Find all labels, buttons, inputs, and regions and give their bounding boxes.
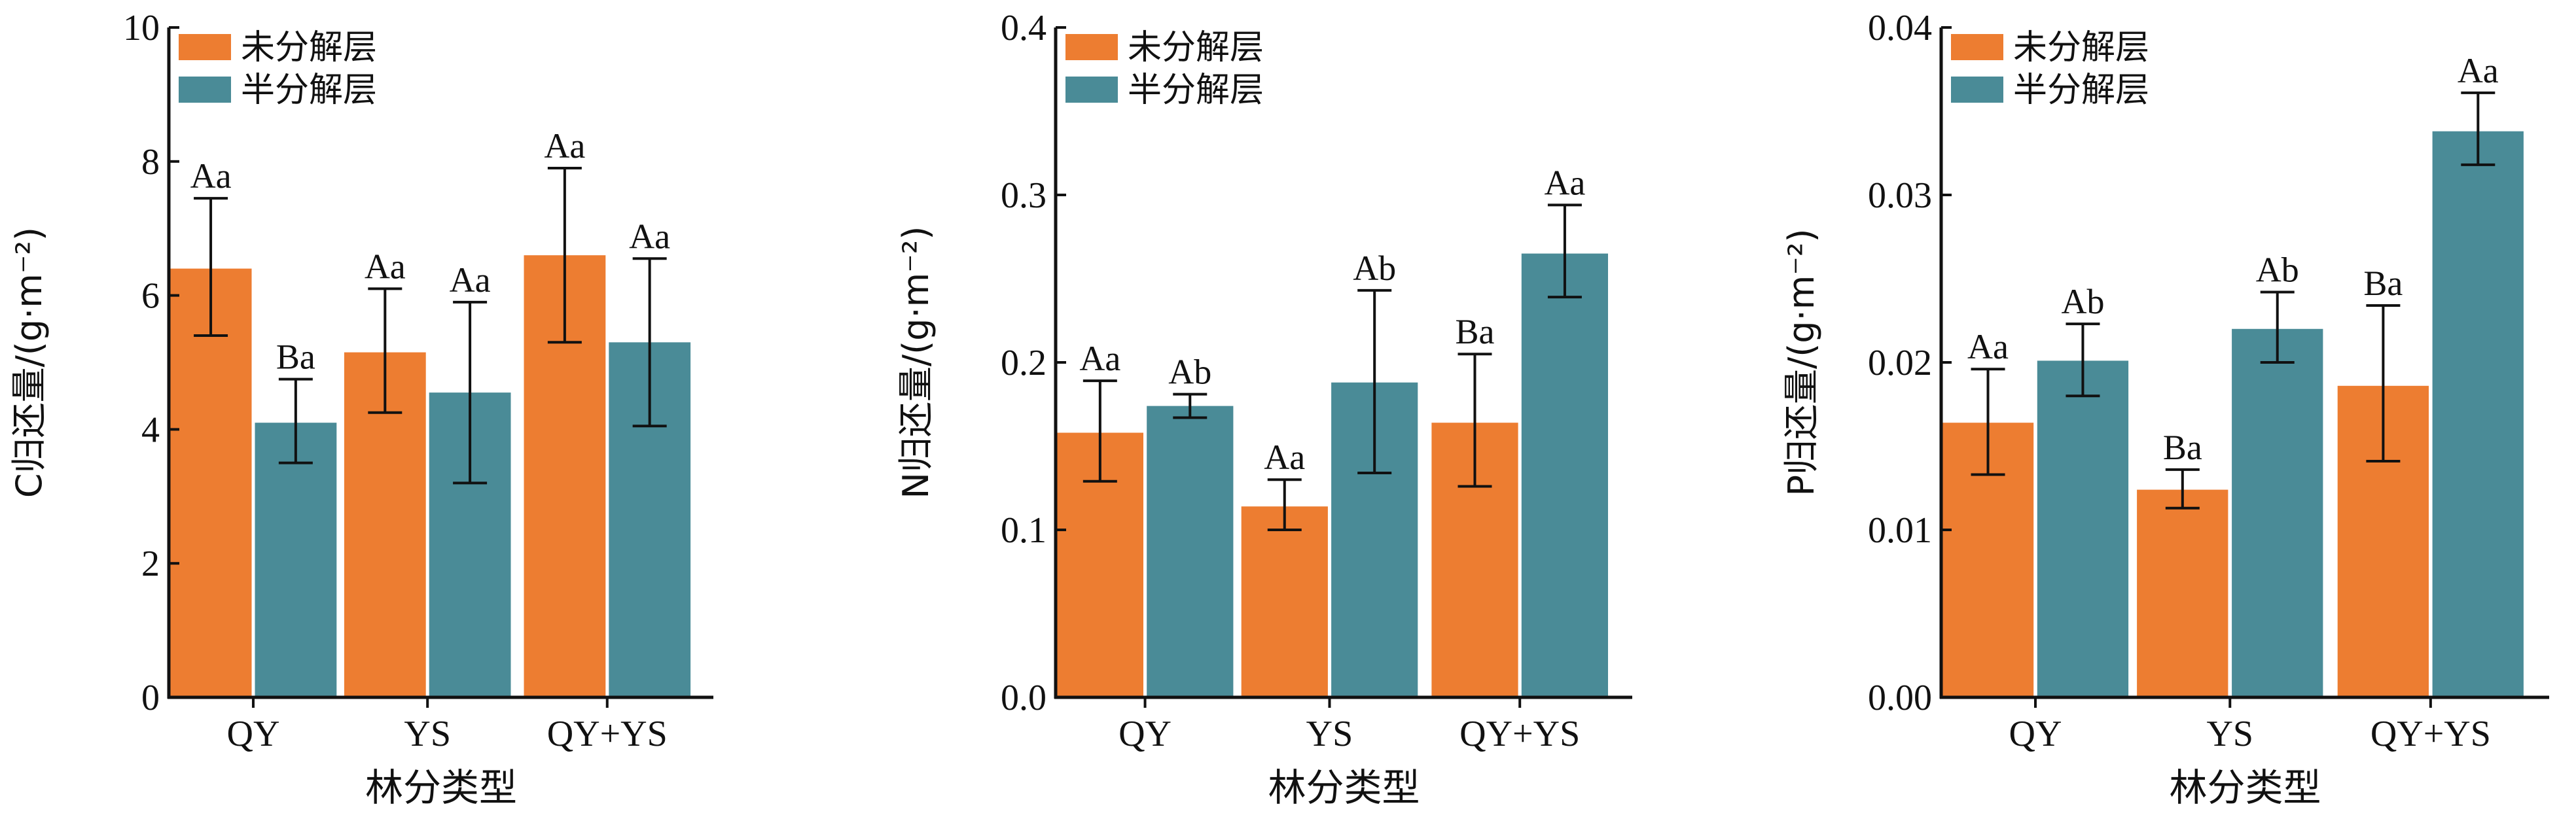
bar-semi-decomposed-QY (1147, 406, 1234, 697)
bar-undecomposed-QY (170, 268, 252, 698)
significance-label: Aa (1967, 327, 2009, 366)
y-tick-label: 0.2 (1001, 343, 1046, 383)
y-tick-label: 0.0 (1001, 678, 1046, 718)
bar-semi-decomposed-QY+YS (1521, 253, 1608, 698)
chart-panel-1: Aa Ba QY Aa Aa YS Aa Aa QY+YS 0 2 4 6 8 10 林分类型 C归还量/(g·… (9, 8, 713, 810)
y-tick-label: 4 (141, 410, 160, 450)
y-axis-title: C归还量/(g·m⁻²) (9, 227, 50, 498)
significance-label: Aa (629, 217, 670, 256)
error-bar-undecomposed-QY+YS (2366, 304, 2401, 463)
significance-label: Ba (1455, 312, 1494, 351)
error-bar-semi-decomposed-QY (2066, 322, 2100, 398)
significance-label: Ab (2061, 282, 2104, 321)
chart-panel-2: Aa Ab QY Aa Ab YS Ba Aa QY+YS 0.0 0.1 0.2 0.3 0.4 林分类型… (895, 8, 1632, 810)
bar-semi-decomposed-QY+YS (2432, 131, 2524, 697)
error-bar-semi-decomposed-QY+YS (632, 257, 667, 428)
y-tick-label: 0.3 (1001, 175, 1046, 216)
legend-swatch (1065, 77, 1118, 103)
x-tick-label: QY (1118, 714, 1172, 754)
significance-label: Ab (1353, 249, 1396, 288)
bar-undecomposed-YS (1241, 506, 1328, 697)
significance-label: Aa (1264, 438, 1305, 477)
y-tick-label: 0.02 (1868, 343, 1932, 383)
legend-swatch (1065, 34, 1118, 60)
significance-label: Aa (2458, 51, 2499, 90)
x-tick-label: QY+YS (1459, 714, 1580, 754)
error-bar-semi-decomposed-YS (453, 300, 488, 485)
error-bar-semi-decomposed-QY+YS (1547, 203, 1582, 299)
bar-semi-decomposed-QY (2037, 360, 2129, 697)
y-tick-label: 8 (141, 142, 160, 183)
x-axis-title: 林分类型 (1268, 765, 1420, 810)
error-bar-undecomposed-QY+YS (547, 167, 582, 344)
error-bar-semi-decomposed-QY+YS (2461, 91, 2496, 166)
error-bar-semi-decomposed-QY (1173, 392, 1208, 419)
y-tick-label: 0.1 (1001, 510, 1046, 551)
significance-label: Ab (1168, 353, 1211, 392)
y-tick-label: 0 (141, 678, 160, 718)
legend-label: 未分解层 (2013, 28, 2149, 67)
significance-label: Ba (2363, 264, 2403, 303)
error-bar-undecomposed-YS (1267, 478, 1302, 531)
significance-label: Aa (365, 247, 406, 286)
significance-label: Ba (2163, 428, 2202, 467)
x-tick-label: YS (404, 714, 451, 754)
significance-label: Aa (544, 126, 585, 166)
significance-label: Aa (450, 260, 491, 300)
x-tick-label: YS (1306, 714, 1353, 754)
significance-label: Aa (1079, 339, 1120, 378)
y-tick-label: 10 (123, 8, 160, 48)
y-axis-title: P归还量/(g·m⁻²) (1781, 228, 1822, 496)
error-bar-semi-decomposed-QY (278, 377, 313, 464)
significance-label: Aa (190, 156, 232, 196)
legend-swatch (1951, 34, 2003, 60)
y-axis-title: N归还量/(g·m⁻²) (895, 226, 937, 499)
legend-swatch (1951, 77, 2003, 103)
error-bar-undecomposed-QY+YS (1458, 353, 1492, 488)
legend-swatch (179, 77, 231, 103)
x-axis-title: 林分类型 (365, 765, 517, 810)
y-tick-label: 0.04 (1868, 8, 1932, 48)
x-tick-label: YS (2206, 714, 2253, 754)
legend-label: 未分解层 (1128, 28, 1264, 67)
bar-semi-decomposed-YS (2232, 328, 2323, 697)
error-bar-semi-decomposed-YS (2260, 290, 2295, 364)
x-tick-label: QY+YS (2370, 714, 2491, 754)
error-bar-undecomposed-YS (2165, 468, 2200, 510)
error-bar-semi-decomposed-YS (1357, 288, 1392, 474)
chart-panel-3: Aa Ab QY Ba Ab YS Ba Aa QY+YS 0.00 0.01 0.02 0.03 0.0… (1781, 8, 2549, 810)
y-tick-label: 2 (141, 544, 160, 584)
y-tick-label: 0.03 (1868, 175, 1932, 216)
significance-label: Ba (276, 338, 315, 377)
error-bar-undecomposed-QY (194, 197, 228, 338)
legend-label: 半分解层 (241, 71, 377, 110)
error-bar-undecomposed-YS (368, 287, 402, 414)
legend-swatch (179, 34, 231, 60)
x-axis-title: 林分类型 (2169, 765, 2321, 810)
bar-semi-decomposed-QY (255, 423, 337, 697)
bar-undecomposed-YS (2137, 489, 2228, 697)
legend-label: 未分解层 (241, 28, 377, 67)
x-tick-label: QY (227, 714, 280, 754)
x-tick-label: QY+YS (547, 714, 668, 754)
significance-label: Aa (1544, 163, 1585, 202)
significance-label: Ab (2256, 250, 2299, 289)
legend-label: 半分解层 (2013, 71, 2149, 110)
y-tick-label: 0.4 (1001, 8, 1046, 48)
y-tick-label: 0.00 (1868, 678, 1932, 718)
error-bar-undecomposed-QY (1082, 379, 1117, 483)
y-tick-label: 6 (141, 276, 160, 317)
x-tick-label: QY (2009, 714, 2062, 754)
error-bar-undecomposed-QY (1971, 368, 2005, 476)
y-tick-label: 0.01 (1868, 510, 1932, 551)
legend-label: 半分解层 (1128, 71, 1264, 110)
